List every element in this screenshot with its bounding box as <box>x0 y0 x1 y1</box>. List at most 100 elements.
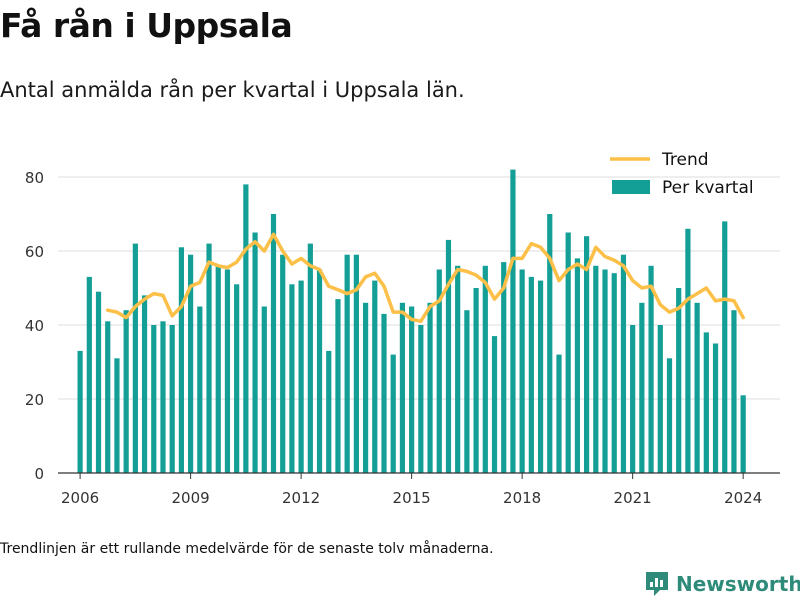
bar <box>740 395 746 473</box>
x-tick-label: 2012 <box>282 489 320 507</box>
bar <box>114 358 120 473</box>
bar <box>455 265 461 473</box>
bar <box>519 269 525 473</box>
newsworthy-logo-icon <box>646 572 668 596</box>
brand-logo: Newsworthy <box>644 570 800 598</box>
bar <box>243 184 249 473</box>
y-tick-label: 0 <box>34 465 44 483</box>
bar <box>215 265 221 473</box>
bar <box>657 325 663 473</box>
bar <box>206 243 212 473</box>
bar <box>630 325 636 473</box>
bar <box>694 302 700 473</box>
legend-label-trend: Trend <box>661 150 709 170</box>
bar <box>197 306 203 473</box>
x-tick-label: 2015 <box>393 489 431 507</box>
footnote: Trendlinjen är ett rullande medelvärde f… <box>0 541 494 557</box>
y-tick-label: 60 <box>25 243 44 261</box>
bar <box>666 358 673 473</box>
bar <box>95 291 102 473</box>
legend-swatch-per-kvartal <box>612 180 650 194</box>
bar <box>528 276 534 473</box>
y-tick-label: 40 <box>25 317 44 335</box>
bar <box>537 280 544 473</box>
bar <box>234 284 240 473</box>
x-tick-label: 2018 <box>503 489 541 507</box>
bar <box>344 254 350 473</box>
bar <box>556 354 562 473</box>
legend-label-per-kvartal: Per kvartal <box>662 178 754 198</box>
bar <box>399 302 406 473</box>
bar <box>703 332 709 473</box>
bar <box>178 247 185 473</box>
bar <box>482 265 488 473</box>
bar <box>731 310 737 473</box>
bar <box>418 325 424 473</box>
bar <box>602 269 608 473</box>
bar <box>123 310 129 473</box>
x-tick-label: 2006 <box>61 489 99 507</box>
x-axis <box>58 472 780 479</box>
bar <box>547 214 553 473</box>
x-tick-label: 2024 <box>724 489 762 507</box>
bar <box>224 269 231 473</box>
bar <box>160 321 166 473</box>
bar <box>685 228 691 473</box>
bar <box>105 321 111 473</box>
bar <box>510 169 516 473</box>
trend-line <box>105 232 745 324</box>
bar <box>620 254 627 473</box>
bar <box>473 288 479 473</box>
y-tick-label: 20 <box>25 391 44 409</box>
bar <box>270 214 277 473</box>
x-tick-label: 2009 <box>172 489 210 507</box>
bar <box>381 313 387 473</box>
bar <box>77 350 83 473</box>
bar <box>611 273 617 473</box>
y-tick-label: 80 <box>25 169 44 187</box>
bar <box>326 350 332 473</box>
bar <box>584 236 590 473</box>
bar <box>593 265 599 473</box>
bar <box>316 269 323 473</box>
bar <box>712 343 719 473</box>
chart-subtitle: Antal anmälda rån per kvartal i Uppsala … <box>0 78 465 102</box>
bar <box>427 302 433 473</box>
bar <box>141 295 148 473</box>
bar-series <box>77 169 746 473</box>
bar <box>362 302 369 473</box>
bar <box>565 232 571 473</box>
x-tick-label: 2021 <box>614 489 652 507</box>
bar <box>188 254 194 473</box>
bar <box>353 254 359 473</box>
bar <box>445 239 452 473</box>
bar <box>372 280 378 473</box>
trend-line-series <box>105 232 745 324</box>
legend: Trend Per kvartal <box>610 150 754 198</box>
brand-name: Newsworthy <box>676 572 800 596</box>
bar <box>436 269 442 473</box>
bar <box>169 325 175 473</box>
bar <box>574 258 580 473</box>
bar <box>252 232 258 473</box>
bar <box>722 221 728 473</box>
bar <box>307 243 313 473</box>
bar <box>280 254 286 473</box>
bar <box>151 325 157 473</box>
bar <box>676 288 682 473</box>
bar <box>335 299 341 473</box>
bar <box>86 276 92 473</box>
bar <box>501 262 507 473</box>
y-axis-tick-labels: 0 20 40 60 80 <box>25 169 44 483</box>
bar <box>390 354 396 473</box>
chart-title: Få rån i Uppsala <box>0 6 293 45</box>
bar <box>261 306 267 473</box>
bar <box>464 310 470 473</box>
bar <box>648 265 654 473</box>
bar <box>639 302 645 473</box>
x-axis-tick-labels: 2006 2009 2012 2015 2018 2021 2024 <box>61 489 762 507</box>
chart-area: 0 20 40 60 80 2006 2009 2012 2015 2018 2021 2024 T… <box>25 150 780 507</box>
bar <box>132 243 138 473</box>
bar <box>298 280 304 473</box>
bar <box>409 306 415 473</box>
